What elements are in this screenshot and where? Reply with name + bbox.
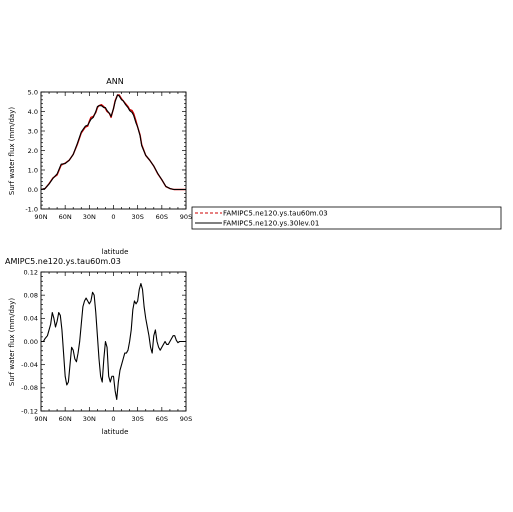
- top-x-tick-label: 60S: [156, 213, 168, 221]
- bottom-x-tick-label: 30S: [131, 415, 143, 423]
- top-chart-title: ANN: [106, 77, 123, 86]
- legend-label-series-1: FAMIPC5.ne120.ys.tau60m.03: [223, 210, 328, 218]
- top-x-tick-label: 0: [111, 213, 115, 221]
- top-y-tick-label: 4.0: [28, 108, 38, 116]
- top-series-line-2: [40, 94, 186, 191]
- bottom-y-axis-label: Surf water flux (mm/day): [8, 298, 16, 386]
- bottom-x-tick-label: 60N: [59, 415, 72, 423]
- bottom-y-tick-label: -0.08: [21, 384, 38, 392]
- top-plot-marks: 90N 60N 30N 0 30S 60S 90S -1.0 0.0 1.0 2.0 3.0 4.0 5.…: [25, 88, 192, 221]
- top-x-tick-label: 30N: [83, 213, 96, 221]
- bottom-y-tick-label: 0.08: [24, 291, 38, 299]
- bottom-x-tick-label: 90S: [180, 415, 192, 423]
- top-y-tick-label: 3.0: [28, 127, 38, 135]
- top-y-tick-label: 1.0: [28, 166, 38, 174]
- legend-label-series-2: FAMIPC5.ne120.ys.30lev.01: [223, 220, 319, 228]
- top-x-tick-label: 90N: [34, 213, 47, 221]
- bottom-x-tick-label: 60S: [156, 415, 168, 423]
- top-x-axis-label: latitude: [102, 248, 129, 256]
- top-y-tick-label: 2.0: [28, 147, 38, 155]
- bottom-y-tick-label: -0.12: [21, 407, 38, 415]
- bottom-x-tick-label: 0: [111, 415, 115, 423]
- bottom-y-tick-label: -0.04: [21, 361, 38, 369]
- bottom-y-tick-label: 0.00: [24, 338, 38, 346]
- top-x-tick-label: 90S: [180, 213, 192, 221]
- bottom-y-tick-label: 0.04: [24, 315, 38, 323]
- bottom-x-tick-label: 30N: [83, 415, 96, 423]
- bottom-x-axis-label: latitude: [102, 428, 129, 436]
- top-x-tick-label: 30S: [131, 213, 143, 221]
- top-y-tick-label: -1.0: [25, 205, 38, 213]
- bottom-plot-marks: 90N 60N 30N 0 30S 60S 90S -0.12 -0.08 -0.04 0.00 0.…: [21, 268, 192, 423]
- top-y-tick-label: 5.0: [28, 88, 38, 96]
- bottom-series-line-1: [41, 283, 186, 400]
- bottom-y-tick-label: 0.12: [24, 268, 38, 276]
- legend: FAMIPC5.ne120.ys.tau60m.03 FAMIPC5.ne120…: [191, 206, 502, 230]
- bottom-panel: AMIPC5.ne120.ys.tau60m.03 Surf water flu…: [5, 257, 192, 436]
- bottom-chart-title: AMIPC5.ne120.ys.tau60m.03: [5, 257, 121, 266]
- legend-box: [191, 206, 502, 230]
- bottom-x-tick-label: 90N: [34, 415, 47, 423]
- top-y-axis-label: Surf water flux (mm/day): [8, 107, 16, 195]
- top-x-tick-label: 60N: [59, 213, 72, 221]
- top-y-tick-label: 0.0: [28, 186, 38, 194]
- top-panel: ANN Surf water flux (mm/day) latitude 90…: [8, 77, 192, 256]
